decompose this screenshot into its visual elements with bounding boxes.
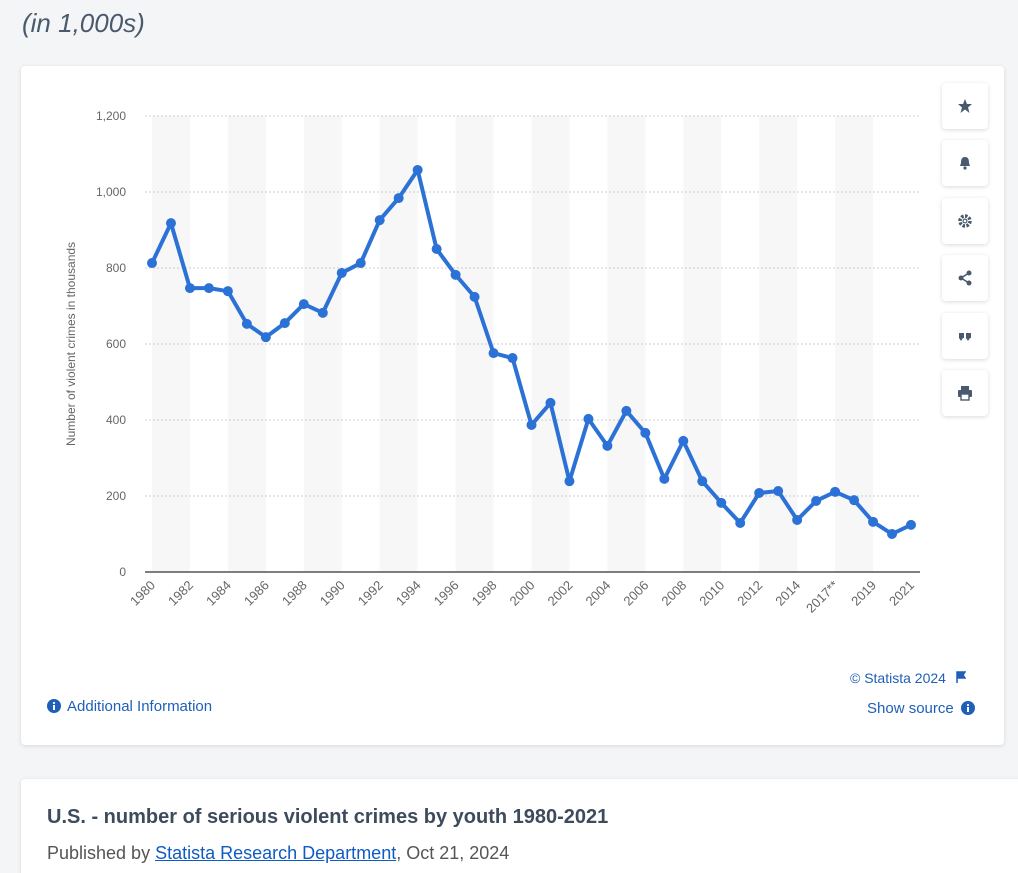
print-button[interactable] xyxy=(942,370,988,416)
data-point xyxy=(564,476,575,487)
data-point xyxy=(830,486,841,497)
data-point xyxy=(488,348,499,359)
data-point xyxy=(621,405,632,416)
settings-button[interactable] xyxy=(942,198,988,244)
x-tick-label: 2019 xyxy=(848,578,879,609)
data-point xyxy=(640,427,651,438)
data-point xyxy=(393,193,404,204)
x-tick-label: 1980 xyxy=(127,578,158,609)
data-point xyxy=(849,495,860,506)
y-tick-label: 0 xyxy=(119,565,126,579)
data-point xyxy=(602,440,613,451)
x-tick-label: 1982 xyxy=(165,578,196,609)
data-point xyxy=(811,495,822,506)
data-point xyxy=(203,283,214,294)
data-point xyxy=(469,291,480,302)
x-tick-label: 1990 xyxy=(317,578,348,609)
data-point xyxy=(317,307,328,318)
data-point xyxy=(526,419,537,430)
favorite-button[interactable] xyxy=(942,83,988,129)
data-point xyxy=(260,332,271,343)
data-point xyxy=(906,519,916,530)
copyright-text: © Statista 2024 xyxy=(850,670,946,686)
data-point xyxy=(450,269,461,280)
y-tick-label: 400 xyxy=(106,413,126,427)
details-card xyxy=(21,779,1018,873)
author-link[interactable]: Statista Research Department xyxy=(155,843,397,863)
data-point xyxy=(165,218,176,229)
publish-date: , Oct 21, 2024 xyxy=(396,843,510,863)
data-point xyxy=(583,413,594,424)
data-point xyxy=(545,397,556,408)
data-point xyxy=(279,318,290,329)
details-title: U.S. - number of serious violent crimes … xyxy=(47,806,609,828)
x-tick-label: 2002 xyxy=(545,578,576,609)
x-tick-label: 1992 xyxy=(355,578,386,609)
y-tick-label: 200 xyxy=(106,489,126,503)
data-point xyxy=(792,514,803,525)
x-tick-label: 1986 xyxy=(241,578,272,609)
x-tick-label: 1994 xyxy=(393,578,424,609)
data-point xyxy=(678,435,689,446)
x-tick-label: 1996 xyxy=(431,578,462,609)
chart: Number of violent crimes in thousands 0 2… xyxy=(64,109,920,616)
data-point xyxy=(241,318,252,329)
y-tick-label: 600 xyxy=(106,337,126,351)
x-tick-label: 2021 xyxy=(886,578,917,609)
y-tick-label: 1,000 xyxy=(96,185,126,199)
data-point xyxy=(336,267,347,278)
data-point xyxy=(298,299,309,310)
cite-button[interactable] xyxy=(942,313,988,359)
additional-info[interactable]: Additional Information xyxy=(47,698,212,715)
show-source-text: Show source xyxy=(867,700,954,717)
x-tick-label: 2012 xyxy=(734,578,765,609)
alert-button[interactable] xyxy=(942,140,988,186)
data-point xyxy=(754,487,765,498)
x-tick-label: 1984 xyxy=(203,578,234,609)
data-point xyxy=(374,215,385,226)
x-tick-label: 2000 xyxy=(507,578,538,609)
data-point xyxy=(412,164,423,175)
data-point xyxy=(735,517,746,528)
y-tick-label: 800 xyxy=(106,261,126,275)
x-tick-label: 2014 xyxy=(772,578,803,609)
data-point xyxy=(697,476,708,487)
show-source[interactable]: Show source xyxy=(867,700,975,717)
x-tick-label: 2017** xyxy=(803,578,841,616)
data-point xyxy=(716,497,727,508)
x-tick-label: 2004 xyxy=(582,578,613,609)
x-tick-label: 1998 xyxy=(469,578,500,609)
x-tick-label: 1988 xyxy=(279,578,310,609)
data-point xyxy=(659,473,670,484)
data-point xyxy=(773,486,784,497)
copyright[interactable]: © Statista 2024 xyxy=(850,670,967,686)
additional-info-text: Additional Information xyxy=(67,698,213,715)
data-point xyxy=(355,258,366,269)
x-tick-label: 2010 xyxy=(696,578,727,609)
x-tick-label: 2008 xyxy=(658,578,689,609)
data-point xyxy=(431,244,442,254)
published-by: Published by xyxy=(47,843,151,863)
share-button[interactable] xyxy=(942,255,988,301)
y-tick-label: 1,200 xyxy=(96,109,126,123)
subtitle: (in 1,000s) xyxy=(22,8,145,38)
data-point xyxy=(507,353,518,364)
data-point xyxy=(222,286,233,297)
data-point xyxy=(868,516,879,527)
x-tick-label: 2006 xyxy=(620,578,651,609)
data-point xyxy=(184,283,195,294)
published-line: Published by Statista Research Departmen… xyxy=(47,843,509,864)
background-bands xyxy=(152,116,874,572)
data-point xyxy=(147,258,157,269)
data-point xyxy=(887,529,898,539)
y-axis-label: Number of violent crimes in thousands xyxy=(64,242,78,446)
